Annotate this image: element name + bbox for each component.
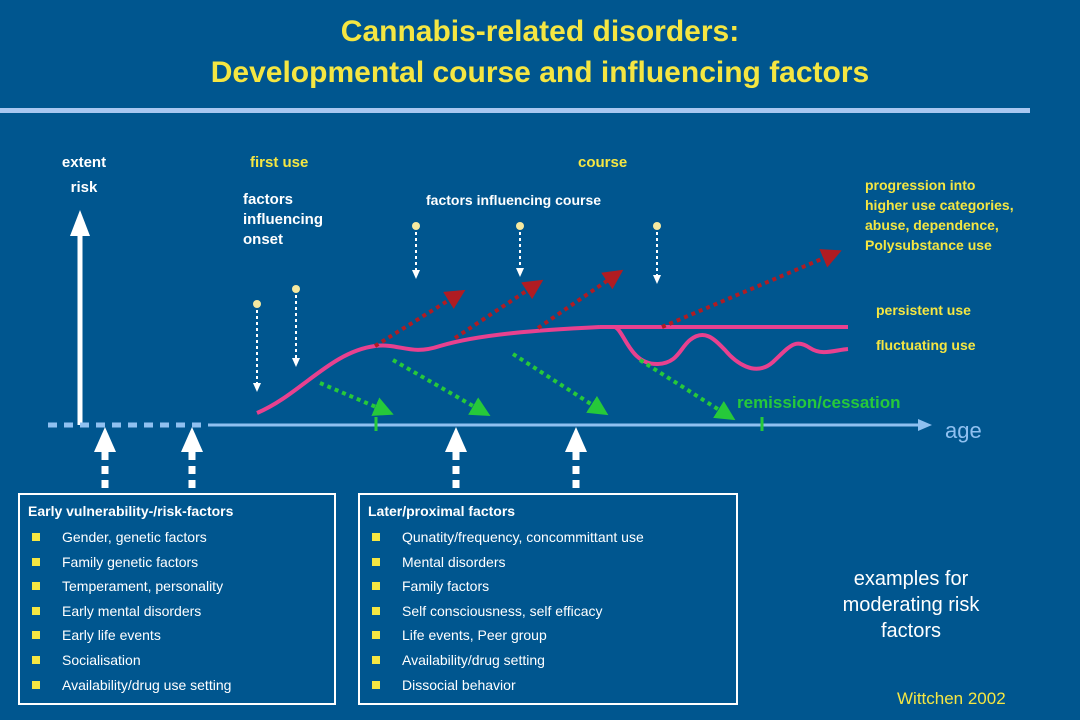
examples-caption: examples for moderating risk factors xyxy=(842,568,980,642)
later-factor-arrows xyxy=(445,427,587,494)
age-label: age xyxy=(945,418,982,443)
citation: Wittchen 2002 xyxy=(897,689,1006,708)
title-divider xyxy=(0,108,1030,113)
course-factor-dot xyxy=(516,222,524,230)
remission-arrow xyxy=(511,352,609,416)
remission-arrow xyxy=(638,358,736,421)
list-item: Qunatity/frequency, concommittant use xyxy=(372,525,736,550)
onset-factor-dot xyxy=(292,285,300,293)
list-item: Life events, Peer group xyxy=(372,623,736,648)
progression-arrow xyxy=(373,289,466,348)
onset-factor-dot xyxy=(253,300,261,308)
course-factor-dot xyxy=(653,222,661,230)
list-item: Family factors xyxy=(372,574,736,599)
later-factors-title: Later/proximal factors xyxy=(368,503,516,519)
list-item: Family genetic factors xyxy=(32,550,334,575)
fluctuating-use-label: fluctuating use xyxy=(876,337,976,353)
progression-arrow xyxy=(661,249,842,329)
list-item: Early mental disorders xyxy=(32,599,334,624)
list-item: Self consciousness, self efficacy xyxy=(372,599,736,624)
progression-arrow xyxy=(453,279,544,340)
title-line-1: Cannabis-related disorders: xyxy=(340,15,740,48)
later-factors-box: Later/proximal factors Qunatity/frequenc… xyxy=(358,493,738,705)
age-axis-arrowhead xyxy=(918,419,932,431)
factors-course-label: factors influencing course xyxy=(426,192,602,208)
course-factor-dot xyxy=(412,222,420,230)
list-item: Dissocial behavior xyxy=(372,673,736,698)
remission-arrow xyxy=(319,381,394,416)
early-factors-box: Early vulnerability-/risk-factors Gender… xyxy=(18,493,336,705)
risk-label: risk xyxy=(70,179,98,196)
list-item: Availability/drug setting xyxy=(372,648,736,673)
list-item: Temperament, personality xyxy=(32,574,334,599)
list-item: Availability/drug use setting xyxy=(32,673,334,698)
list-item: Early life events xyxy=(32,623,334,648)
remission-label: remission/cessation xyxy=(737,393,901,412)
progression-label: progression into higher use categories, … xyxy=(865,177,1014,253)
list-item: Gender, genetic factors xyxy=(32,525,334,550)
first-use-label: first use xyxy=(250,154,309,171)
early-factors-title: Early vulnerability-/risk-factors xyxy=(28,503,234,519)
persistent-use-label: persistent use xyxy=(876,302,971,318)
extent-label: extent xyxy=(61,154,107,171)
remission-arrow xyxy=(392,358,491,416)
early-factor-arrows xyxy=(94,427,203,494)
risk-axis-arrowhead xyxy=(70,210,90,236)
fluctuating-use-line xyxy=(600,325,849,371)
progression-arrow xyxy=(536,269,624,330)
title-line-2: Developmental course and influencing fac… xyxy=(210,56,870,89)
course-label: course xyxy=(578,154,628,171)
use-curve xyxy=(256,325,601,415)
factors-onset-label: factors influencing onset xyxy=(243,191,323,248)
list-item: Mental disorders xyxy=(372,550,736,575)
list-item: Socialisation xyxy=(32,648,334,673)
